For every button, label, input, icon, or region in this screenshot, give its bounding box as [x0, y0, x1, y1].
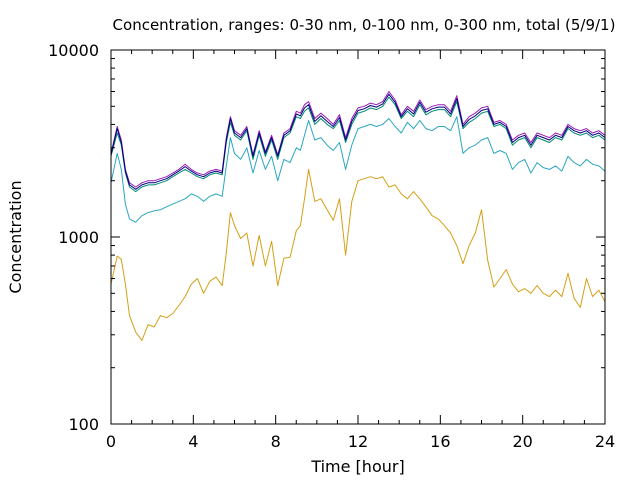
x-tick-label: 8: [271, 432, 281, 451]
y-tick-label: 10000: [48, 41, 99, 60]
series-line-4: [110, 91, 606, 188]
chart-title: Concentration, ranges: 0-30 nm, 0-100 nm…: [113, 16, 616, 34]
x-tick-label: 0: [106, 432, 116, 451]
x-tick-label: 12: [348, 432, 368, 451]
y-axis-title: Concentration: [6, 180, 25, 293]
x-tick-label: 24: [595, 432, 615, 451]
x-tick-label: 4: [188, 432, 198, 451]
x-axis-title: Time [hour]: [310, 457, 404, 476]
series-layer: [110, 91, 606, 341]
series-line-2: [110, 116, 606, 223]
x-tick-label: 20: [512, 432, 532, 451]
plot-frame: [110, 49, 606, 425]
series-line-3: [110, 96, 606, 193]
y-tick-label: 100: [68, 415, 99, 434]
series-line-5: [110, 93, 606, 190]
y-tick-label: 1000: [58, 228, 99, 247]
series-line-1: [110, 168, 606, 341]
x-tick-label: 16: [430, 432, 450, 451]
ticks-layer: 0 4 8 12 16 20 24 100 1000 10000: [48, 41, 615, 451]
